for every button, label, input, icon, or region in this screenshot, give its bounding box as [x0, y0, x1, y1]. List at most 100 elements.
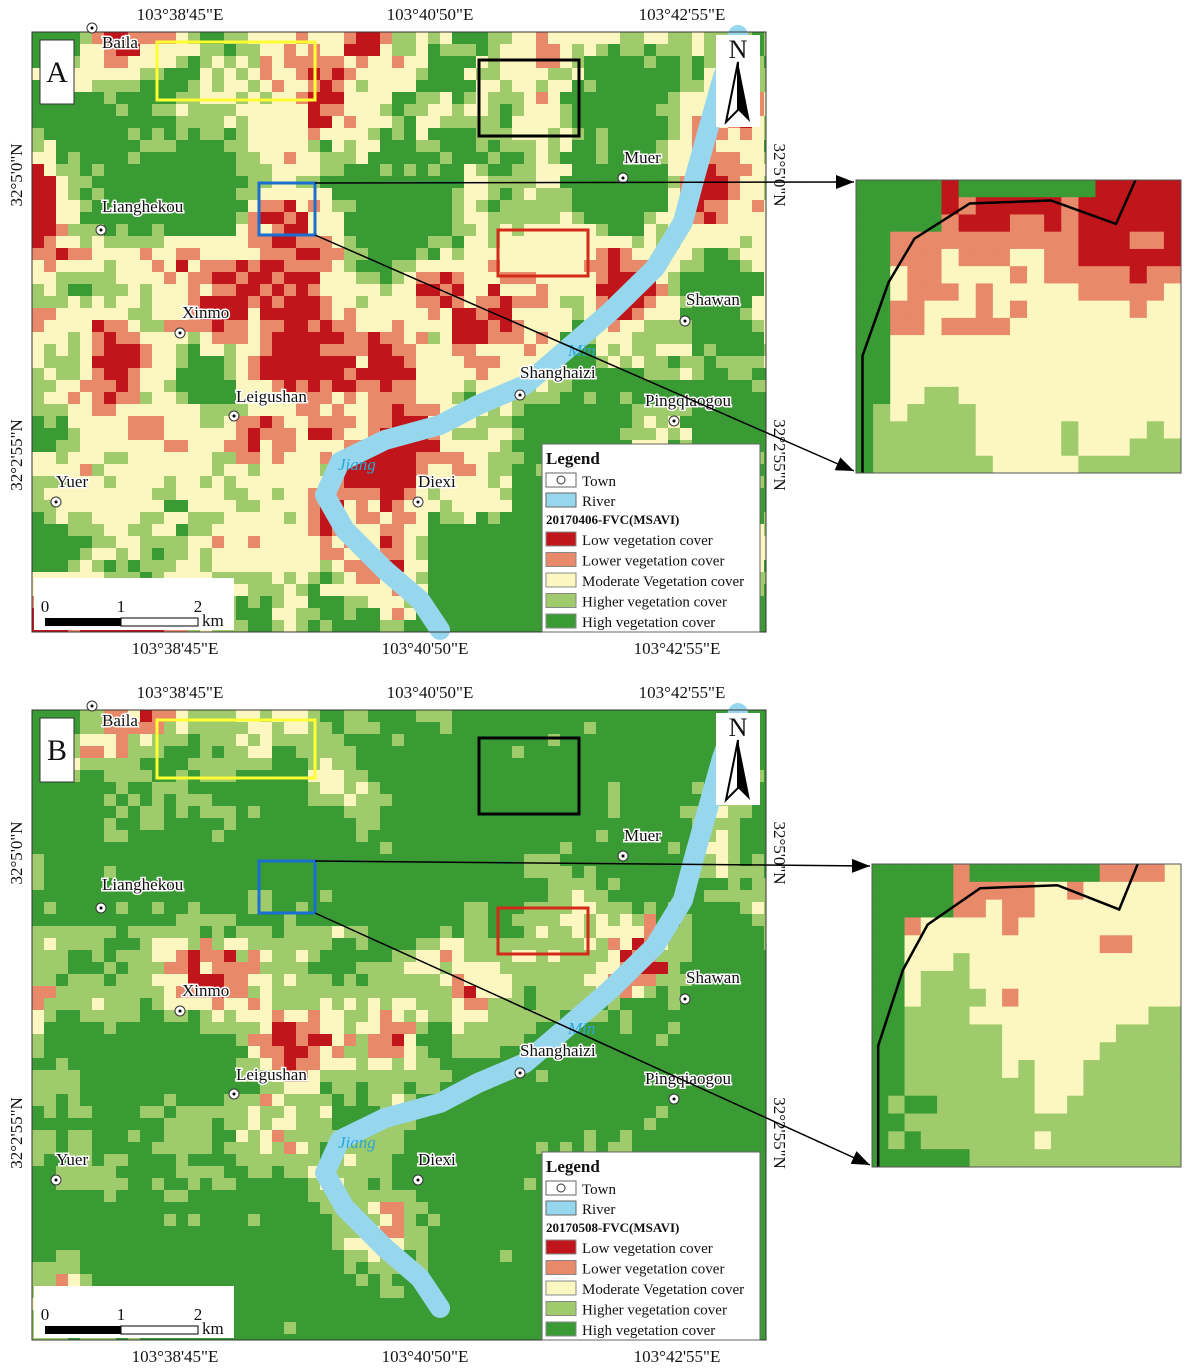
land-cell — [284, 92, 296, 104]
land-cell — [644, 392, 656, 404]
land-cell — [740, 260, 752, 272]
inset-cell — [992, 180, 1011, 198]
land-cell — [332, 416, 344, 428]
land-cell — [188, 866, 200, 878]
land-cell — [560, 986, 572, 998]
land-cell — [632, 722, 644, 734]
land-cell — [428, 986, 440, 998]
inset-cell — [1078, 214, 1096, 233]
land-cell — [764, 500, 766, 512]
inset-cell — [1129, 214, 1148, 233]
land-cell — [128, 842, 140, 854]
land-cell — [188, 116, 200, 128]
land-cell — [92, 284, 104, 296]
land-cell — [464, 794, 476, 806]
land-cell — [632, 818, 644, 830]
land-cell — [356, 32, 368, 44]
land-cell — [464, 44, 476, 56]
inset-cell — [873, 231, 891, 250]
land-cell — [764, 806, 766, 818]
inset-cell — [1061, 438, 1079, 457]
land-cell — [284, 440, 296, 452]
land-cell — [164, 782, 176, 794]
land-cell — [284, 512, 296, 524]
land-cell — [368, 56, 380, 68]
land-cell — [260, 500, 272, 512]
land-cell — [80, 878, 92, 890]
land-cell — [80, 758, 92, 770]
legend-series: 20170406-FVC(MSAVI) — [546, 512, 679, 527]
inset-cell — [992, 335, 1011, 353]
land-cell — [440, 248, 452, 260]
land-cell — [728, 866, 740, 878]
land-cell — [668, 722, 680, 734]
land-cell — [632, 866, 644, 878]
land-cell — [128, 356, 140, 368]
inset-cell — [958, 180, 977, 198]
land-cell — [524, 80, 536, 92]
land-cell — [512, 608, 524, 620]
land-cell — [368, 842, 380, 854]
land-cell — [632, 200, 644, 212]
land-cell — [524, 794, 536, 806]
land-cell — [140, 476, 152, 488]
land-cell — [176, 176, 188, 188]
land-cell — [248, 464, 260, 476]
land-cell — [440, 128, 452, 140]
land-cell — [416, 440, 428, 452]
land-cell — [92, 428, 104, 440]
zoom-arrowhead — [834, 457, 854, 471]
land-cell — [104, 92, 116, 104]
land-cell — [320, 758, 332, 770]
land-cell — [500, 188, 512, 200]
land-cell — [80, 392, 92, 404]
land-cell — [152, 188, 164, 200]
land-cell — [152, 878, 164, 890]
land-cell — [200, 68, 212, 80]
land-cell — [404, 974, 416, 986]
land-cell — [236, 548, 248, 560]
land-cell — [752, 248, 764, 260]
land-cell — [452, 782, 464, 794]
land-cell — [128, 116, 140, 128]
land-cell — [212, 452, 224, 464]
land-cell — [128, 344, 140, 356]
land-cell — [152, 368, 164, 380]
land-cell — [416, 200, 428, 212]
land-cell — [416, 284, 428, 296]
town-marker-dot — [99, 228, 103, 232]
land-cell — [464, 224, 476, 236]
land-cell — [524, 488, 536, 500]
land-cell — [212, 440, 224, 452]
land-cell — [152, 938, 164, 950]
land-cell — [764, 620, 766, 632]
land-cell — [56, 296, 68, 308]
land-cell — [656, 92, 668, 104]
land-cell — [104, 758, 116, 770]
land-cell — [584, 914, 596, 926]
land-cell — [104, 128, 116, 140]
land-cell — [260, 416, 272, 428]
land-cell — [380, 296, 392, 308]
land-cell — [644, 212, 656, 224]
land-cell — [140, 938, 152, 950]
land-cell — [632, 758, 644, 770]
land-cell — [440, 890, 452, 902]
land-cell — [584, 794, 596, 806]
land-cell — [572, 380, 584, 392]
land-cell — [140, 224, 152, 236]
land-cell — [296, 332, 308, 344]
land-cell — [236, 866, 248, 878]
land-cell — [236, 176, 248, 188]
land-cell — [116, 320, 128, 332]
land-cell — [752, 188, 764, 200]
inset-cell — [1163, 317, 1182, 336]
inset-cell — [958, 386, 977, 405]
land-cell — [272, 584, 284, 596]
land-cell — [764, 524, 766, 536]
land-cell — [620, 878, 632, 890]
land-cell — [440, 104, 452, 116]
land-cell — [548, 116, 560, 128]
land-cell — [584, 368, 596, 380]
inset-cell — [1044, 231, 1062, 250]
